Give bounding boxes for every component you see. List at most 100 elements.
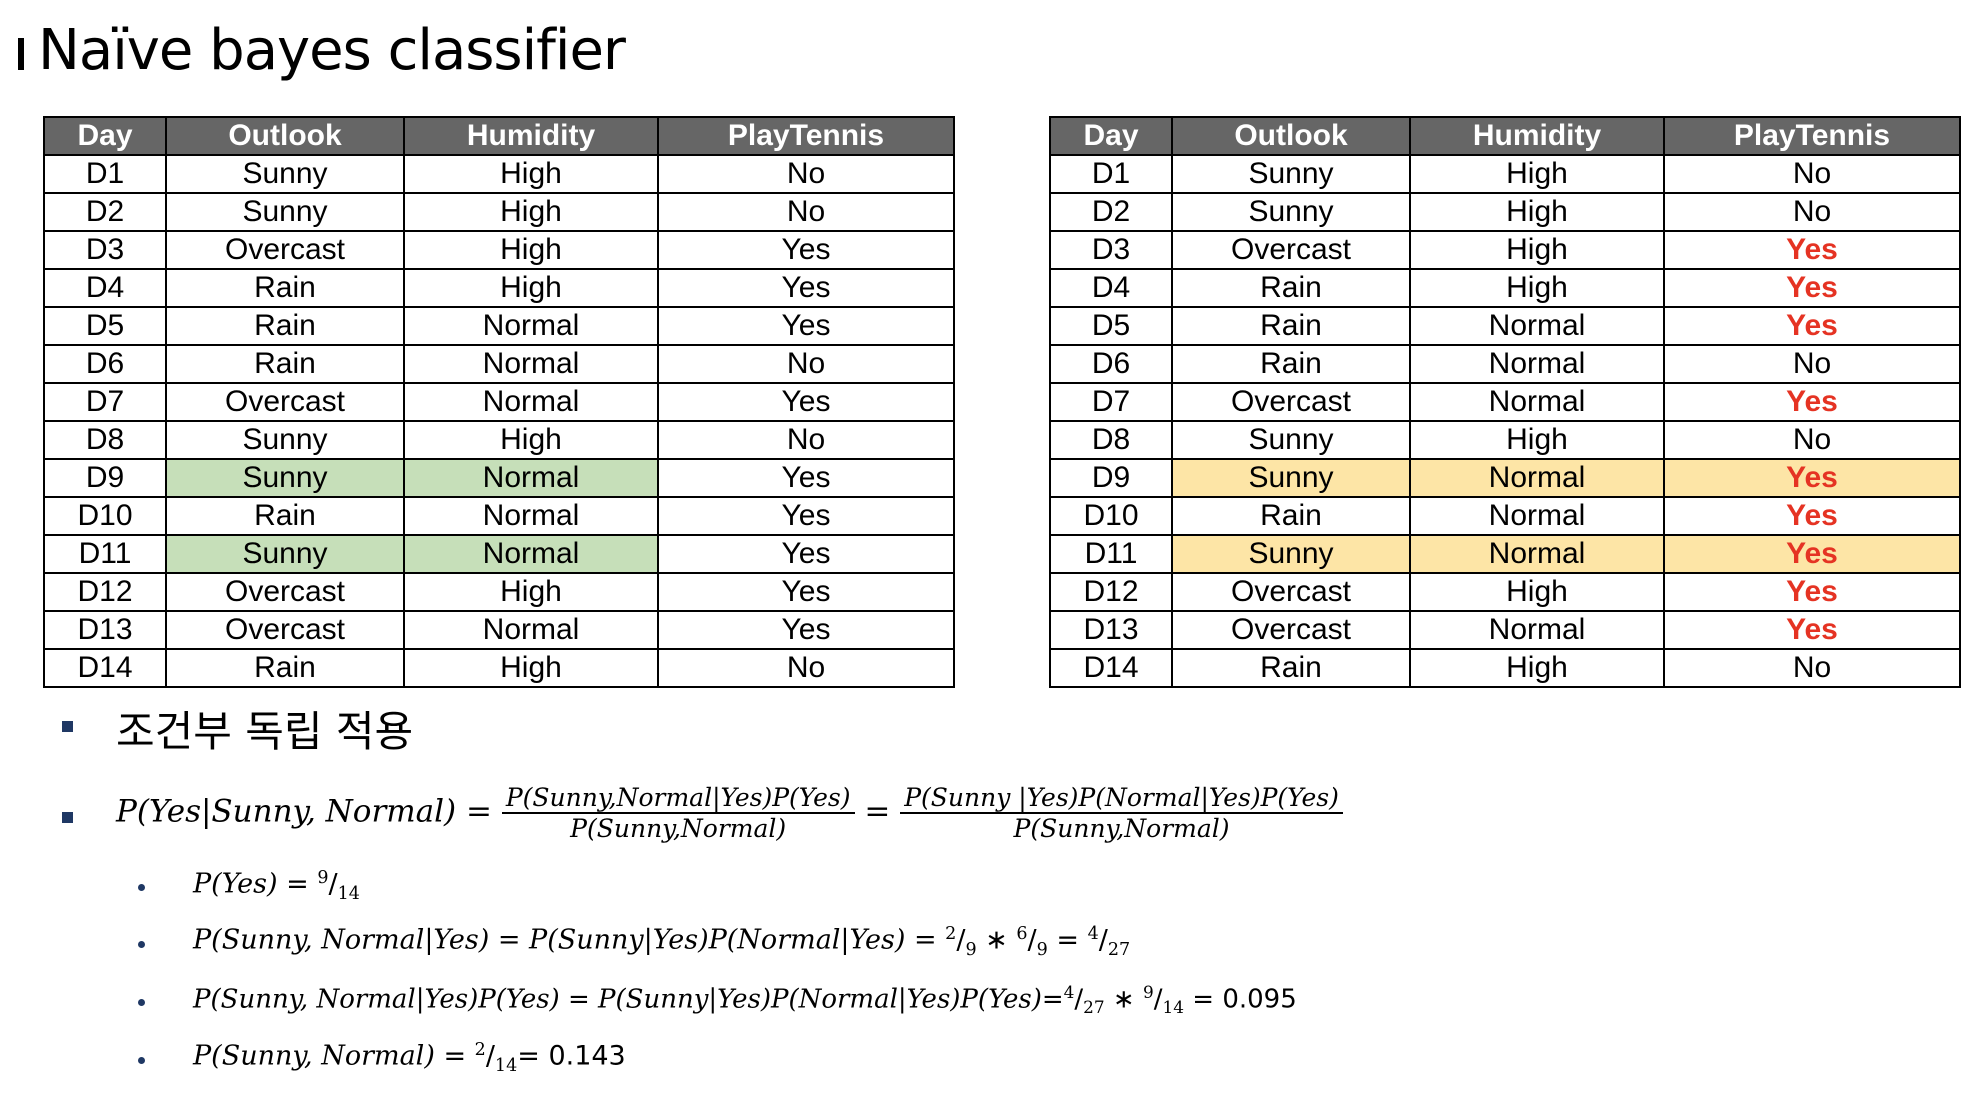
sub3-n2: 9 bbox=[1143, 982, 1154, 1002]
cell-outlook: Rain bbox=[1171, 344, 1411, 384]
cell-outlook: Overcast bbox=[165, 610, 405, 650]
cell-day: D11 bbox=[43, 534, 167, 574]
table-row: D14 Rain High No bbox=[43, 648, 955, 688]
title-accent-bar bbox=[18, 38, 24, 70]
cell-playtennis: Yes bbox=[657, 382, 955, 422]
cell-humidity: Normal bbox=[1409, 496, 1665, 536]
table-row: D3 Overcast High Yes bbox=[1049, 230, 1961, 270]
cell-day: D2 bbox=[43, 192, 167, 232]
sub1-den: 14 bbox=[337, 883, 360, 904]
cell-outlook: Overcast bbox=[165, 382, 405, 422]
eq-fraction-1-numerator: P(Sunny,Normal|Yes)P(Yes) bbox=[501, 783, 855, 814]
table-row: D12 Overcast High Yes bbox=[1049, 572, 1961, 612]
table-body-right: D1 Sunny High No D2 Sunny High No D3 Overcast High… bbox=[1049, 154, 1961, 688]
cell-humidity: Normal bbox=[403, 344, 659, 384]
table-row: D9 Sunny Normal Yes bbox=[43, 458, 955, 498]
sub3-mid: = bbox=[559, 984, 599, 1015]
cell-playtennis: Yes bbox=[1663, 572, 1961, 612]
cell-day: D1 bbox=[1049, 154, 1173, 194]
sub3-times: ∗ bbox=[1104, 984, 1143, 1015]
table-row: D3 Overcast High Yes bbox=[43, 230, 955, 270]
table-left: Day Outlook Humidity PlayTennis D1 Sunny High… bbox=[43, 116, 955, 688]
cell-humidity: High bbox=[1409, 420, 1665, 460]
cell-playtennis: No bbox=[657, 420, 955, 460]
cell-playtennis: No bbox=[657, 344, 955, 384]
cell-outlook: Rain bbox=[165, 496, 405, 536]
sub1-expr: P(Yes) bbox=[193, 868, 278, 900]
sub-equation-4: P(Sunny, Normal) = 2/14= 0.143 bbox=[193, 1040, 626, 1076]
cell-outlook: Rain bbox=[165, 306, 405, 346]
cell-playtennis: Yes bbox=[657, 230, 955, 270]
cell-day: D12 bbox=[1049, 572, 1173, 612]
header-outlook: Outlook bbox=[1171, 116, 1411, 156]
sub4-den: 14 bbox=[494, 1055, 518, 1076]
sub3-d2: 14 bbox=[1162, 997, 1185, 1018]
cell-outlook: Rain bbox=[165, 648, 405, 688]
cell-outlook: Rain bbox=[165, 268, 405, 308]
eq-equals: = bbox=[864, 793, 891, 830]
sub2-expr: P(Sunny, Normal|Yes) = P(Sunny|Yes)P(Nor… bbox=[193, 924, 946, 956]
cell-playtennis: Yes bbox=[657, 268, 955, 308]
cell-day: D3 bbox=[1049, 230, 1173, 270]
sub3-n1: 4 bbox=[1063, 982, 1075, 1002]
cell-playtennis: No bbox=[657, 154, 955, 194]
cell-playtennis: Yes bbox=[657, 496, 955, 536]
cell-playtennis: Yes bbox=[1663, 610, 1961, 650]
table-row: D2 Sunny High No bbox=[1049, 192, 1961, 232]
table-row: D4 Rain High Yes bbox=[1049, 268, 1961, 308]
cell-day: D10 bbox=[1049, 496, 1173, 536]
table-row: D7 Overcast Normal Yes bbox=[1049, 382, 1961, 422]
cell-humidity: Normal bbox=[1409, 458, 1665, 498]
cell-day: D13 bbox=[43, 610, 167, 650]
cell-playtennis: Yes bbox=[1663, 534, 1961, 574]
cell-outlook: Overcast bbox=[165, 230, 405, 270]
cell-playtennis: No bbox=[1663, 344, 1961, 384]
table-row: D10 Rain Normal Yes bbox=[1049, 496, 1961, 536]
cell-outlook: Overcast bbox=[1171, 572, 1411, 612]
table-row: D2 Sunny High No bbox=[43, 192, 955, 232]
cell-playtennis: Yes bbox=[657, 534, 955, 574]
header-playtennis: PlayTennis bbox=[657, 116, 955, 156]
cell-day: D9 bbox=[1049, 458, 1173, 498]
cell-humidity: High bbox=[403, 154, 659, 194]
cell-day: D2 bbox=[1049, 192, 1173, 232]
cell-day: D14 bbox=[43, 648, 167, 688]
cell-day: D3 bbox=[43, 230, 167, 270]
cell-outlook: Sunny bbox=[165, 458, 405, 498]
cell-humidity: Normal bbox=[1409, 610, 1665, 650]
cell-outlook: Sunny bbox=[165, 420, 405, 460]
cell-humidity: High bbox=[1409, 648, 1665, 688]
cell-day: D11 bbox=[1049, 534, 1173, 574]
cell-outlook: Sunny bbox=[1171, 192, 1411, 232]
cell-humidity: High bbox=[403, 572, 659, 612]
page-title: Naïve bayes classifier bbox=[38, 18, 626, 83]
table-row: D1 Sunny High No bbox=[43, 154, 955, 194]
cell-outlook: Overcast bbox=[165, 572, 405, 612]
header-playtennis: PlayTennis bbox=[1663, 116, 1961, 156]
table-row: D10 Rain Normal Yes bbox=[43, 496, 955, 536]
cell-humidity: High bbox=[403, 268, 659, 308]
cell-outlook: Rain bbox=[1171, 268, 1411, 308]
cell-day: D8 bbox=[43, 420, 167, 460]
table-body-left: D1 Sunny High No D2 Sunny High No D3 Overcast High… bbox=[43, 154, 955, 688]
cell-humidity: Normal bbox=[1409, 534, 1665, 574]
cell-day: D12 bbox=[43, 572, 167, 612]
cell-day: D5 bbox=[1049, 306, 1173, 346]
header-outlook: Outlook bbox=[165, 116, 405, 156]
cell-humidity: High bbox=[1409, 572, 1665, 612]
cell-humidity: High bbox=[403, 230, 659, 270]
sub3-expr: P(Sunny, Normal|Yes)P(Yes) bbox=[193, 984, 560, 1015]
cell-day: D8 bbox=[1049, 420, 1173, 460]
cell-outlook: Sunny bbox=[1171, 154, 1411, 194]
table-row: D11 Sunny Normal Yes bbox=[43, 534, 955, 574]
sub1-rest: = bbox=[277, 868, 318, 900]
cell-playtennis: Yes bbox=[657, 306, 955, 346]
cell-day: D7 bbox=[43, 382, 167, 422]
table-row: D13 Overcast Normal Yes bbox=[43, 610, 955, 650]
cell-outlook: Sunny bbox=[165, 154, 405, 194]
cell-day: D6 bbox=[1049, 344, 1173, 384]
table-header-row: Day Outlook Humidity PlayTennis bbox=[1049, 116, 1961, 156]
cell-humidity: High bbox=[403, 192, 659, 232]
eq-fraction-2: P(Sunny |Yes)P(Normal|Yes)P(Yes) P(Sunny… bbox=[900, 783, 1343, 843]
sub-bullet bbox=[138, 941, 145, 948]
